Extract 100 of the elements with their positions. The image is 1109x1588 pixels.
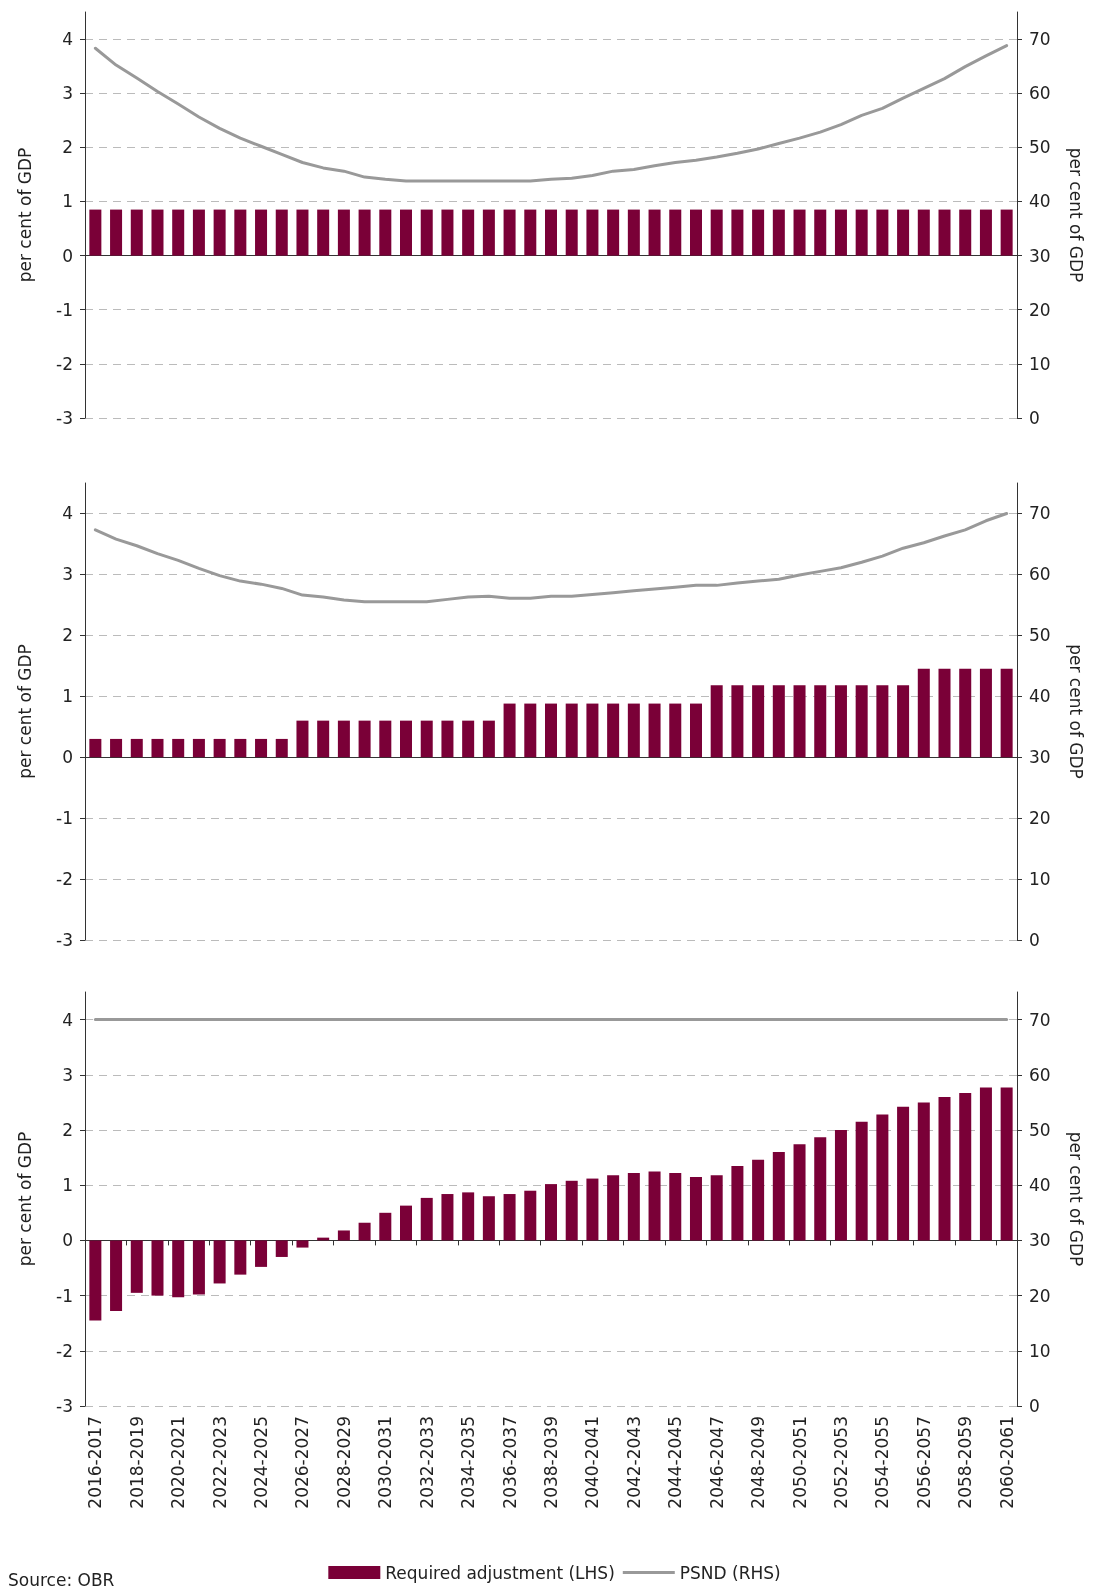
x-tick-label: 2016-2017 [85,1416,106,1509]
bar [192,738,205,758]
bar [337,1230,350,1241]
y-tick-label: 1 [62,686,73,707]
y-tick-label: -2 [56,353,73,374]
bar [731,1165,744,1241]
y2-tick-label: 50 [1029,625,1051,646]
bar [607,703,620,758]
x-tick-label: 2024-2025 [251,1416,272,1509]
x-tick-label: 2048-2049 [748,1416,769,1509]
y2-tick-label: 0 [1029,930,1040,950]
bar [462,1192,475,1241]
bar [482,720,495,758]
y-tick-label: 2 [62,137,73,158]
y-tick-label: -3 [56,1396,73,1416]
y2-axis-title: per cent of GDP [1065,147,1086,283]
y2-tick-label: 0 [1029,1396,1040,1416]
bar [772,685,785,758]
x-tick-label: 2032-2033 [416,1416,437,1509]
y2-tick-label: 40 [1029,686,1051,707]
y2-tick-label: 40 [1029,1175,1051,1196]
bar [752,685,765,758]
y-tick-label: -3 [56,408,73,428]
y-tick-label: 2 [62,1120,73,1140]
y2-tick-label: 10 [1029,1340,1051,1361]
y2-tick-label: 30 [1029,747,1051,768]
bar [897,1106,910,1241]
bar [793,1144,806,1241]
y-tick-label: -2 [56,869,73,890]
bar [400,1205,413,1241]
bar [938,668,951,758]
y-tick-label: 2 [62,625,73,646]
bar [855,1121,868,1241]
bar [524,703,537,758]
y2-tick-label: 30 [1029,245,1051,266]
bar [793,685,806,758]
bar [565,1180,578,1241]
y2-tick-label: 70 [1029,29,1051,50]
y2-tick-label: 50 [1029,1120,1051,1140]
bar [938,1096,951,1241]
bar [586,703,599,758]
bar [110,1240,123,1312]
bar [876,685,889,758]
x-tick-label: 2020-2021 [168,1416,189,1509]
x-tick-label: 2054-2055 [872,1416,893,1509]
x-tick-label: 2040-2041 [582,1416,603,1509]
y2-tick-label: 0 [1029,408,1040,428]
source-note: Source: OBR [8,1569,115,1588]
bar [669,1173,682,1241]
bar [897,685,910,758]
bar [151,738,164,758]
bar [234,738,247,758]
y2-tick-label: 30 [1029,1230,1051,1251]
y-tick-label: 3 [62,83,73,104]
bar [669,703,682,758]
bar [379,720,392,758]
x-tick-label: 2034-2035 [458,1416,479,1509]
y-tick-label: -1 [56,808,73,829]
bar [710,685,723,758]
bar [172,738,185,758]
x-tick-label: 2052-2053 [830,1416,851,1509]
x-tick-label: 2022-2023 [209,1416,230,1509]
y2-tick-label: 20 [1029,808,1051,829]
x-tick-label: 2030-2031 [375,1416,396,1509]
bar [855,685,868,758]
bar [689,1176,702,1241]
bar [296,1240,309,1248]
y-tick-label: 4 [62,503,73,524]
bar [503,703,516,758]
bar [130,1240,143,1293]
y-tick-label: 0 [62,245,73,266]
bar [917,1102,930,1241]
y2-tick-label: 70 [1029,503,1051,524]
bar [441,1194,454,1241]
x-tick-label: 2050-2051 [789,1416,810,1509]
x-tick-label: 2042-2043 [623,1416,644,1509]
bar [317,720,330,758]
y2-tick-label: 60 [1029,83,1051,104]
bar [544,1184,558,1241]
y2-tick-label: 40 [1029,191,1051,212]
bar [420,1197,433,1241]
bar [607,1175,620,1241]
bar [110,738,123,758]
x-tick-label: 2044-2045 [665,1416,686,1509]
bar [379,1212,392,1241]
bar [213,738,226,758]
y-tick-label: 0 [62,747,73,768]
bar [358,1222,371,1241]
x-tick-label: 2056-2057 [913,1416,934,1509]
y-tick-label: 4 [62,29,73,50]
bar [358,720,371,758]
y-tick-label: 4 [62,1009,73,1030]
bar [234,1240,247,1275]
bar [979,668,992,758]
y-tick-label: 3 [62,564,73,585]
x-tick-label: 2026-2027 [292,1416,313,1509]
bar [503,1194,516,1241]
y-tick-label: -1 [56,299,73,320]
x-tick-label: 2038-2039 [541,1416,561,1509]
bar [255,1240,268,1267]
